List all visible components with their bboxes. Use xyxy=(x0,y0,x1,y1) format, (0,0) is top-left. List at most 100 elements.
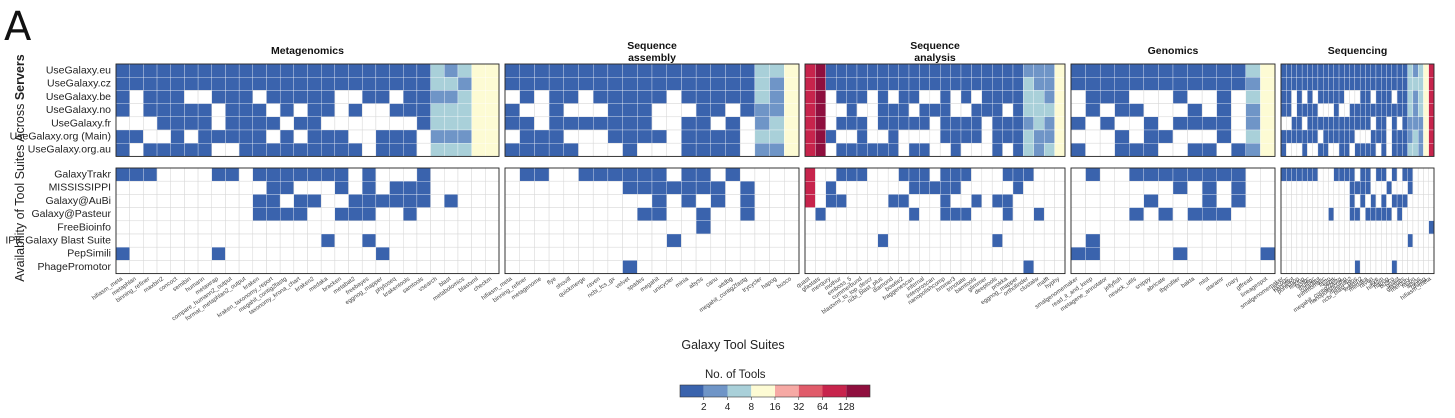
cell xyxy=(1201,63,1217,78)
cell xyxy=(1114,103,1130,117)
cell xyxy=(1317,143,1324,157)
cell xyxy=(1418,103,1424,117)
cell xyxy=(622,77,638,91)
cell xyxy=(1312,116,1319,131)
cell xyxy=(1070,63,1086,78)
cell xyxy=(607,116,623,131)
cell xyxy=(929,116,941,131)
cell xyxy=(115,233,130,248)
cell xyxy=(1114,180,1130,195)
cell xyxy=(225,103,240,117)
cell xyxy=(279,90,294,104)
cell xyxy=(1012,103,1024,117)
cell xyxy=(592,233,609,248)
cell xyxy=(293,233,308,248)
cell xyxy=(129,260,144,274)
cell xyxy=(293,63,308,78)
cell xyxy=(1085,233,1101,248)
cell xyxy=(1328,77,1334,91)
cell xyxy=(1002,220,1014,235)
cell xyxy=(1307,142,1313,157)
cell xyxy=(1085,90,1101,104)
cell xyxy=(960,233,972,248)
cell xyxy=(740,90,756,104)
cell xyxy=(725,260,741,274)
cell xyxy=(919,207,931,222)
cell xyxy=(238,220,254,235)
cell xyxy=(940,167,951,182)
cell xyxy=(1386,63,1392,78)
cell xyxy=(971,180,983,195)
cell xyxy=(1033,143,1045,157)
cell xyxy=(519,207,535,222)
cell xyxy=(1407,116,1414,131)
cell xyxy=(129,246,144,261)
cell xyxy=(1370,63,1377,78)
cell xyxy=(170,260,185,274)
cell xyxy=(156,103,171,117)
cell xyxy=(1407,181,1414,195)
cell xyxy=(115,247,130,261)
suite-tick-label: mlst xyxy=(1198,276,1211,287)
cell xyxy=(1286,103,1292,117)
cell xyxy=(430,90,445,104)
cell xyxy=(592,180,609,195)
cell xyxy=(348,63,363,78)
cell xyxy=(334,129,349,144)
cell xyxy=(1312,233,1319,248)
cell xyxy=(846,77,858,91)
cell xyxy=(971,207,983,222)
cell xyxy=(825,103,837,118)
cell xyxy=(563,180,579,195)
cell xyxy=(1344,63,1350,78)
cell xyxy=(471,233,486,248)
cell xyxy=(835,233,847,248)
cell xyxy=(825,260,837,274)
cell xyxy=(835,246,847,261)
cell xyxy=(1333,116,1340,131)
suite-tick-label: busco xyxy=(776,276,793,290)
cell xyxy=(1280,90,1287,104)
cell xyxy=(279,167,294,182)
cell xyxy=(908,167,920,182)
cell xyxy=(1216,233,1232,248)
cell xyxy=(867,194,879,208)
cell xyxy=(1307,233,1313,248)
cell xyxy=(1428,180,1435,195)
cell xyxy=(1291,90,1298,104)
cell xyxy=(666,181,682,195)
cell xyxy=(1423,260,1429,274)
cell xyxy=(971,63,982,78)
cell xyxy=(1344,194,1350,208)
cell xyxy=(1407,143,1414,157)
cell xyxy=(225,246,240,261)
cell xyxy=(1423,194,1429,208)
cell xyxy=(898,142,910,157)
cell xyxy=(1307,167,1313,182)
cell xyxy=(1333,142,1340,157)
cell xyxy=(666,142,682,157)
cell xyxy=(877,90,889,104)
cell xyxy=(403,103,418,117)
cell xyxy=(695,129,711,144)
cell xyxy=(1280,143,1287,157)
cell xyxy=(981,207,993,222)
cell xyxy=(1172,207,1188,222)
cell xyxy=(444,90,459,104)
cell xyxy=(815,116,826,131)
cell xyxy=(666,129,682,144)
cell xyxy=(825,167,837,182)
cell xyxy=(898,180,910,195)
cell xyxy=(293,220,308,235)
cell xyxy=(563,246,579,261)
cell xyxy=(1291,103,1298,118)
cell xyxy=(940,207,951,221)
cell xyxy=(563,116,579,131)
cell xyxy=(1129,103,1145,117)
cell xyxy=(877,194,889,208)
cell xyxy=(485,116,500,131)
svg-text:Availability of Tool Suites Ac: Availability of Tool Suites Across Serve… xyxy=(13,54,27,282)
cell xyxy=(1317,116,1324,131)
cell xyxy=(143,63,158,78)
cell xyxy=(403,116,418,131)
